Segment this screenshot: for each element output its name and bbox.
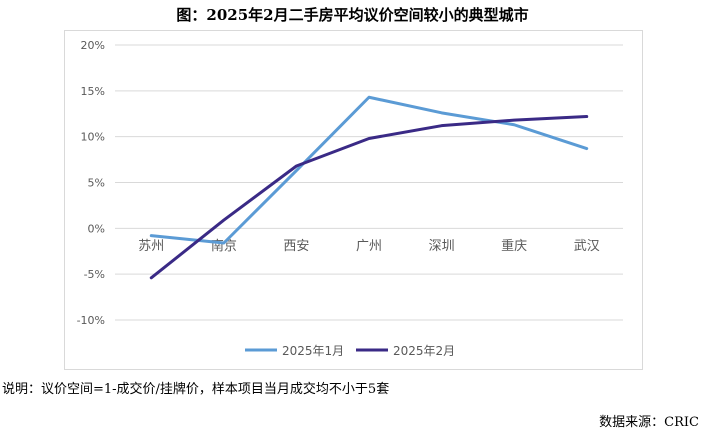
x-tick-label: 武汉 (574, 239, 600, 254)
x-tick-label: 苏州 (138, 238, 164, 254)
y-tick-label: 0% (88, 222, 105, 235)
legend: 2025年1月 2025年2月 (245, 344, 455, 358)
footnote: 说明：议价空间=1-成交价/挂牌价，样本项目当月成交均不小于5套 (2, 382, 390, 397)
legend-label: 2025年1月 (282, 344, 344, 358)
x-tick-label: 广州 (356, 239, 382, 254)
y-axis-tick-labels: 20% 15% 10% 5% 0% -5% -10% (77, 39, 105, 327)
y-tick-label: -10% (77, 314, 105, 327)
series-line-1 (149, 95, 589, 245)
x-tick-label: 南京 (211, 238, 237, 254)
x-tick-label: 重庆 (501, 238, 527, 254)
y-tick-label: 15% (81, 85, 105, 98)
gridlines (115, 44, 623, 321)
legend-label: 2025年2月 (393, 344, 455, 358)
source-note: 数据来源：CRIC (599, 415, 699, 430)
series-lines (149, 95, 589, 280)
chart-frame (64, 30, 643, 370)
x-axis-tick-labels: 苏州 南京 西安 广州 深圳 重庆 武汉 (138, 238, 599, 254)
chart-title: 图：2025年2月二手房平均议价空间较小的典型城市 (176, 6, 529, 24)
y-tick-label: -5% (84, 268, 105, 281)
x-tick-label: 深圳 (429, 239, 455, 254)
y-tick-label: 10% (81, 131, 105, 144)
y-tick-label: 20% (81, 39, 105, 52)
x-tick-label: 西安 (283, 239, 309, 254)
y-tick-label: 5% (88, 177, 105, 190)
series-line-2 (149, 115, 589, 280)
